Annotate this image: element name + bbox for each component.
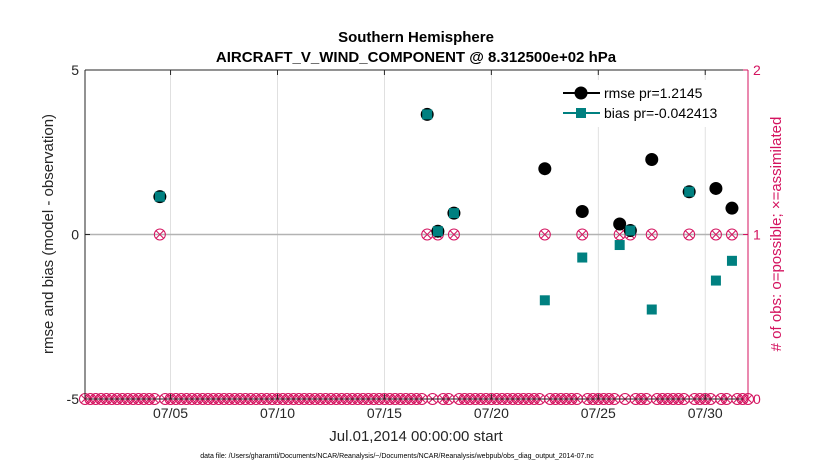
obs-cross-mark bbox=[540, 230, 550, 239]
chart-title-line2: AIRCRAFT_V_WIND_COMPONENT @ 8.312500e+02… bbox=[216, 49, 617, 66]
bias-point bbox=[539, 295, 550, 306]
bias-point bbox=[726, 255, 737, 266]
obs-cross-mark bbox=[615, 230, 624, 239]
obs-circle-mark bbox=[576, 228, 589, 241]
axes bbox=[84, 69, 749, 400]
legend-box bbox=[560, 80, 744, 127]
series-markers bbox=[153, 107, 739, 315]
data-file-footnote: data file: /Users/gharamti/Documents/NCA… bbox=[200, 453, 594, 460]
obs-cross-mark bbox=[422, 230, 432, 239]
obs-count-one-marker bbox=[576, 228, 589, 241]
rmse-point bbox=[725, 201, 739, 215]
obs-circle-mark bbox=[725, 228, 738, 241]
y-axis-label-left: rmse and bias (model - observation) bbox=[40, 114, 57, 354]
bias-point bbox=[614, 240, 625, 251]
rmse-point bbox=[575, 204, 589, 218]
x-tick-label: 07/05 bbox=[153, 405, 188, 421]
legend: rmse pr=1.2145 bias pr=-0.042413 bbox=[560, 80, 744, 127]
y-tick-label-right: 2 bbox=[753, 62, 761, 78]
y-tick-label-right: 0 bbox=[753, 391, 761, 407]
bias-point bbox=[710, 275, 721, 286]
x-tick-label: 07/20 bbox=[474, 405, 509, 421]
bias-point bbox=[154, 191, 165, 202]
obs-count-one-marker bbox=[709, 228, 722, 241]
bias-point bbox=[646, 304, 657, 315]
obs-circle-mark bbox=[447, 228, 460, 241]
obs-circle-mark bbox=[645, 228, 658, 241]
legend-rmse-label: rmse pr=1.2145 bbox=[604, 85, 703, 101]
bias-point bbox=[448, 208, 459, 219]
obs-circle-mark bbox=[153, 228, 166, 241]
obs-count-one-marker bbox=[538, 228, 551, 241]
obs-cross-mark bbox=[647, 230, 657, 239]
obs-circle-mark bbox=[538, 228, 551, 241]
tick-labels: 07/05 07/10 07/15 07/20 07/25 07/30 5 0 -5 2 1 0 bbox=[67, 62, 761, 421]
x-tick-label: 07/15 bbox=[367, 405, 402, 421]
rmse-point bbox=[709, 181, 723, 195]
x-tick-label: 07/30 bbox=[688, 405, 723, 421]
chart-title-line1: Southern Hemisphere bbox=[338, 29, 494, 46]
obs-circle-mark bbox=[683, 228, 696, 241]
obs-cross-mark bbox=[449, 230, 459, 239]
obs-cross-mark bbox=[727, 230, 737, 239]
obs-count-one-marker bbox=[645, 228, 658, 241]
bias-point bbox=[577, 252, 588, 263]
obs-cross-mark bbox=[577, 230, 587, 239]
legend-bias-label: bias pr=-0.042413 bbox=[604, 105, 717, 121]
rmse-point bbox=[538, 162, 552, 176]
bias-point bbox=[422, 109, 433, 120]
x-axis-label: Jul.01,2014 00:00:00 start bbox=[329, 428, 503, 445]
y-tick-label-left: 5 bbox=[71, 62, 79, 78]
y-tick-label-left: 0 bbox=[71, 227, 79, 243]
rmse-point bbox=[645, 152, 659, 166]
obs-count-one-marker bbox=[725, 228, 738, 241]
obs-circle-mark bbox=[709, 228, 722, 241]
bias-point bbox=[684, 186, 695, 197]
obs-count-one-marker bbox=[447, 228, 460, 241]
y-tick-label-left: -5 bbox=[67, 391, 80, 407]
bias-point bbox=[625, 225, 636, 236]
legend-rmse-marker bbox=[574, 86, 588, 100]
y-axis-label-right: # of obs: o=possible; ×=assimilated bbox=[768, 117, 785, 352]
obs-cross-mark bbox=[155, 230, 165, 239]
obs-cross-mark bbox=[711, 230, 721, 239]
obs-cross-mark bbox=[684, 230, 694, 239]
rmse-point bbox=[613, 217, 627, 231]
legend-bias-marker bbox=[576, 108, 586, 118]
y-tick-label-right: 1 bbox=[753, 227, 761, 243]
x-tick-label: 07/10 bbox=[260, 405, 295, 421]
obs-count-one-marker bbox=[683, 228, 696, 241]
x-tick-label: 07/25 bbox=[581, 405, 616, 421]
bias-point bbox=[432, 226, 443, 237]
obs-count-one-marker bbox=[153, 228, 166, 241]
